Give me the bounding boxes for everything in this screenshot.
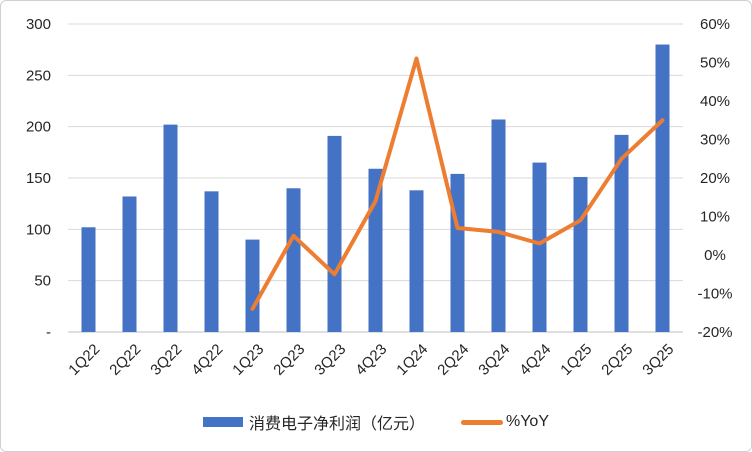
bar-1Q23 <box>245 239 260 332</box>
legend-item-yoy: %YoY <box>461 413 549 431</box>
yoy-line <box>250 56 665 311</box>
x-axis-tick-label: 3Q24 <box>475 341 513 379</box>
y2-axis-tick-label: 60% <box>700 16 730 33</box>
y2-axis-tick-label: -10% <box>697 286 732 303</box>
x-axis-tick-label: 2Q25 <box>598 341 636 379</box>
y2-axis-tick-label: -20% <box>697 324 732 341</box>
bar-1Q24 <box>409 190 424 332</box>
legend-item-net-profit: 消费电子净利润（亿元） <box>202 410 425 434</box>
y-axis-tick-label: 50 <box>34 273 51 290</box>
y2-axis-tick-label: 0% <box>704 247 726 264</box>
x-axis-tick-label: 3Q23 <box>311 341 349 379</box>
y2-axis-tick-label: 20% <box>700 170 730 187</box>
bar-series-swatch <box>202 417 243 427</box>
x-axis-tick-label: 1Q25 <box>557 341 595 379</box>
y2-axis-tick-label: 10% <box>700 209 730 226</box>
bar-2Q22 <box>122 196 137 332</box>
bar-1Q22 <box>81 227 96 332</box>
bar-3Q25 <box>655 44 670 333</box>
x-axis-tick-label: 4Q22 <box>188 341 226 379</box>
legend-label-yoy: %YoY <box>506 413 549 430</box>
x-axis-tick-label: 4Q24 <box>516 341 554 379</box>
y-axis-tick-label: - <box>46 324 51 341</box>
y2-axis-tick-label: 30% <box>700 132 730 149</box>
x-axis-tick-label: 2Q24 <box>434 341 472 379</box>
bar-3Q23 <box>327 135 342 332</box>
bar-4Q22 <box>204 191 219 332</box>
y-axis-tick-label: 150 <box>26 170 51 187</box>
y-axis-tick-label: 200 <box>26 119 51 136</box>
x-axis-tick-label: 3Q22 <box>147 341 185 379</box>
y2-axis-tick-label: 50% <box>700 55 730 72</box>
legend-label-net-profit: 消费电子净利润（亿元） <box>248 416 425 433</box>
line-series-swatch <box>461 419 503 425</box>
y2-axis-tick-label: 40% <box>700 93 730 110</box>
x-axis-tick-label: 3Q25 <box>639 341 677 379</box>
x-axis-tick-label: 4Q23 <box>352 341 390 379</box>
bar-1Q25 <box>573 176 588 332</box>
bar-2Q25 <box>614 134 629 332</box>
x-axis-tick-label: 1Q22 <box>65 341 103 379</box>
y-axis-tick-label: 300 <box>26 16 51 33</box>
bar-2Q23 <box>286 188 301 332</box>
bar-3Q24 <box>491 119 506 332</box>
bar-2Q24 <box>450 173 465 332</box>
y-axis-tick-label: 100 <box>26 221 51 238</box>
bar-3Q22 <box>163 124 178 332</box>
x-axis-tick-label: 1Q24 <box>393 341 431 379</box>
x-axis-tick-label: 1Q23 <box>229 341 267 379</box>
bar-4Q23 <box>368 168 383 332</box>
x-axis-tick-label: 2Q23 <box>270 341 308 379</box>
y-axis-tick-label: 250 <box>26 67 51 84</box>
bar-4Q24 <box>532 162 547 332</box>
x-axis-tick-label: 2Q22 <box>106 341 144 379</box>
chart-legend: 消费电子净利润（亿元） %YoY <box>1 407 751 437</box>
